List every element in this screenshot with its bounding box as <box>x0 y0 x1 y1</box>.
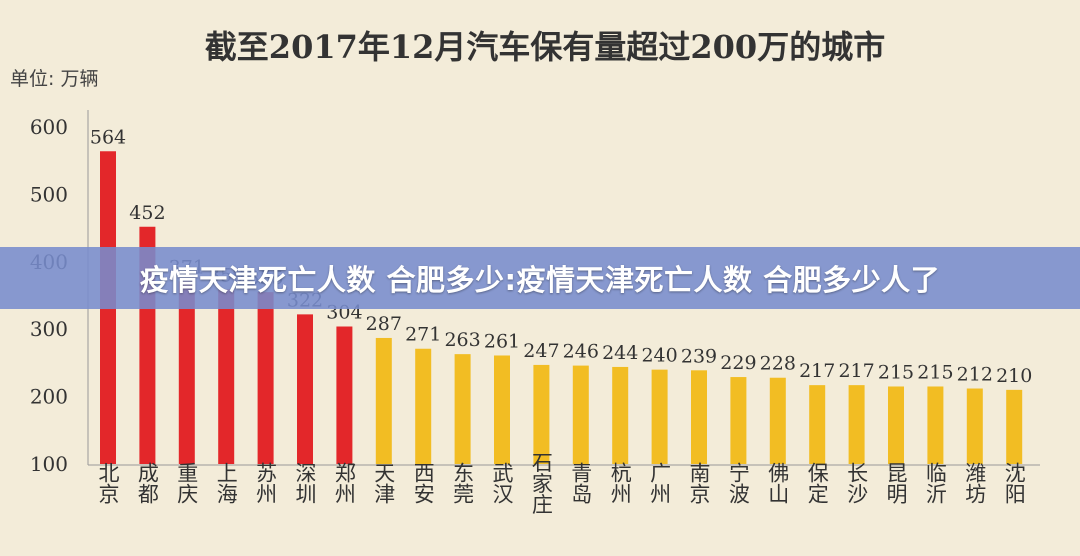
value-label: 244 <box>602 342 638 364</box>
bar <box>730 377 747 464</box>
x-tick-label: 潍坊 <box>963 462 987 504</box>
x-tick-label: 沈阳 <box>1002 462 1026 504</box>
x-tick-label: 昆明 <box>884 462 908 504</box>
x-tick-label: 杭州 <box>608 462 632 504</box>
x-tick-label: 佛山 <box>766 462 790 504</box>
bar <box>651 369 668 464</box>
overlay-banner: 疫情天津死亡人数 合肥多少:疫情天津死亡人数 合肥多少人了 <box>0 247 1080 309</box>
value-label: 239 <box>681 345 717 367</box>
value-label: 228 <box>760 353 796 375</box>
x-tick-label: 宁波 <box>726 462 750 504</box>
value-label: 210 <box>996 365 1032 387</box>
bar <box>612 366 629 464</box>
bar <box>572 365 589 464</box>
value-label: 229 <box>720 352 756 374</box>
x-tick-label: 石家庄 <box>529 452 553 515</box>
bar <box>336 326 353 464</box>
bar <box>218 289 235 464</box>
x-tick-label: 青岛 <box>569 462 593 504</box>
x-tick-label: 西安 <box>411 462 435 504</box>
x-tick-label: 长沙 <box>845 462 869 504</box>
bar <box>415 348 432 464</box>
x-tick-label: 东莞 <box>451 462 475 504</box>
bar <box>769 377 786 464</box>
value-label: 215 <box>878 361 914 383</box>
x-tick-label: 深圳 <box>293 462 317 504</box>
x-tick-label: 广州 <box>648 462 672 504</box>
unit-label: 单位: 万辆 <box>10 68 98 90</box>
y-tick-label: 600 <box>30 115 68 139</box>
bar <box>1006 389 1023 464</box>
bar <box>375 337 392 464</box>
bar <box>691 370 707 464</box>
value-label: 452 <box>129 202 165 224</box>
value-label: 246 <box>563 341 599 363</box>
bar <box>888 386 904 464</box>
value-label: 247 <box>523 340 559 362</box>
bar <box>809 385 826 464</box>
value-label: 212 <box>957 364 993 386</box>
bar <box>494 355 510 464</box>
value-label: 240 <box>641 345 677 367</box>
x-tick-label: 临沂 <box>923 462 947 504</box>
value-label: 287 <box>366 313 402 335</box>
x-tick-label: 上海 <box>214 462 238 504</box>
value-label: 564 <box>90 126 126 148</box>
y-tick-label: 100 <box>30 452 68 476</box>
x-tick-label: 重庆 <box>175 462 199 504</box>
y-tick-label: 300 <box>30 317 68 341</box>
value-label: 217 <box>799 360 835 382</box>
bar <box>178 281 195 464</box>
x-tick-label: 郑州 <box>332 462 356 504</box>
x-tick-label: 苏州 <box>254 462 278 504</box>
y-tick-label: 200 <box>30 385 68 409</box>
x-tick-label: 北京 <box>96 462 120 504</box>
x-tick-label: 天津 <box>372 462 396 504</box>
bar <box>257 292 274 464</box>
value-label: 217 <box>838 360 874 382</box>
x-tick-label: 保定 <box>805 462 829 504</box>
bar <box>966 388 983 464</box>
x-tick-label: 成都 <box>135 462 159 504</box>
value-label: 215 <box>917 361 953 383</box>
bar <box>297 314 313 464</box>
value-label: 271 <box>405 324 441 346</box>
value-label: 263 <box>444 329 480 351</box>
chart-title: 截至2017年12月汽车保有量超过200万的城市 <box>205 28 885 66</box>
x-tick-label: 南京 <box>687 462 711 504</box>
y-tick-label: 500 <box>30 182 68 206</box>
value-label: 261 <box>484 330 520 352</box>
bar <box>454 354 471 464</box>
bar <box>848 385 865 464</box>
x-tick-label: 武汉 <box>490 462 514 504</box>
bar <box>927 386 944 464</box>
bar <box>533 364 550 464</box>
